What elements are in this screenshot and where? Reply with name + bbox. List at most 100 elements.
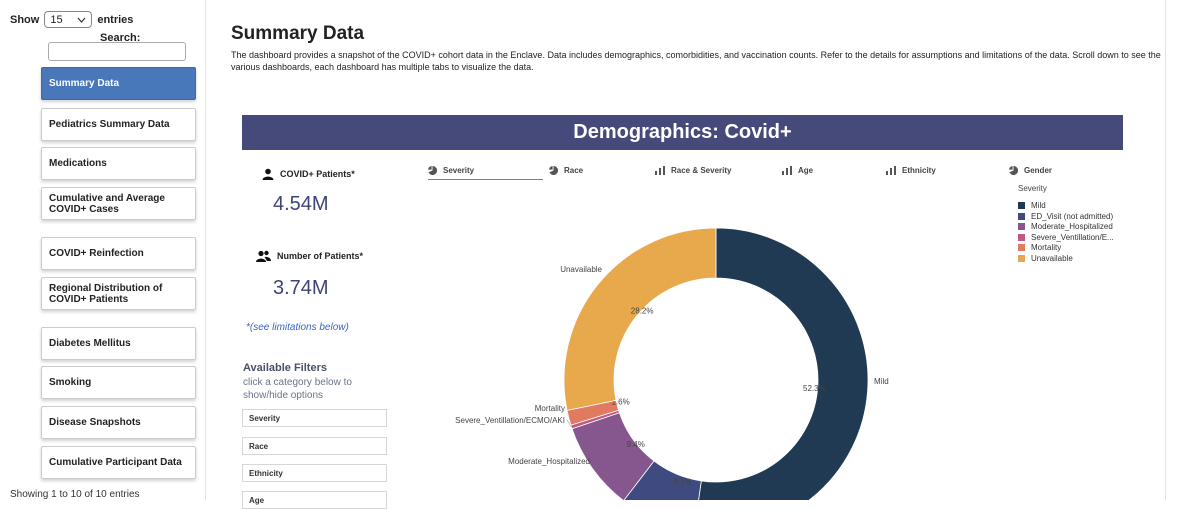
- legend-label: Moderate_Hospitalized: [1031, 222, 1113, 231]
- label-leader-line: [566, 419, 572, 428]
- filter-button[interactable]: Ethnicity: [242, 464, 387, 482]
- legend-item[interactable]: Mortality: [1018, 243, 1061, 252]
- sidebar-item-label: Cumulative and Average COVID+ Cases: [49, 192, 165, 215]
- slice-value-label: 28.2%: [631, 306, 654, 315]
- showing-entries-text: Showing 1 to 10 of 10 entries: [10, 489, 140, 500]
- pie-icon: [428, 165, 437, 175]
- severity-donut-chart: 52.3% Mild 8.1% 9.4% Moderate_Hospitalized Se…: [455, 227, 889, 500]
- sidebar-item[interactable]: Pediatrics Summary Data: [41, 108, 196, 141]
- sidebar-item-label: COVID+ Reinfection: [49, 248, 144, 259]
- bar-chart-icon: [655, 165, 665, 175]
- sidebar-item-label: Disease Snapshots: [49, 417, 141, 428]
- legend-item[interactable]: Unavailable: [1018, 254, 1073, 263]
- legend-label: Unavailable: [1031, 253, 1073, 263]
- legend-label: Mortality: [1031, 243, 1062, 252]
- pie-slice[interactable]: [563, 227, 717, 411]
- legend-item[interactable]: Moderate_Hospitalized: [1018, 222, 1113, 231]
- chart-tab[interactable]: Severity: [428, 161, 543, 180]
- sidebar-item[interactable]: Medications: [41, 147, 196, 180]
- show-label: Show: [10, 13, 40, 26]
- chevron-down-icon: [77, 17, 86, 23]
- chart-tab[interactable]: Race: [549, 161, 583, 179]
- available-filters-subtitle: click a category below to show/hide opti…: [243, 377, 352, 401]
- sidebar: Show 15 entries Search: Summary Data Pedi…: [0, 0, 206, 500]
- page-title: Summary Data: [231, 23, 365, 44]
- slice-category-label: Unavailable: [560, 265, 602, 274]
- legend-label: Mild: [1031, 201, 1046, 210]
- chart-tab[interactable]: Ethnicity: [886, 161, 936, 179]
- slice-category-label: Mild: [874, 377, 889, 386]
- bar-chart-icon: [886, 165, 896, 175]
- slice-value-label: 8.1%: [673, 477, 691, 486]
- covid-patients-value: 4.54M: [273, 193, 329, 215]
- pie-icon: [549, 165, 558, 175]
- entries-value: 15: [50, 13, 63, 26]
- legend-swatch: [1018, 202, 1025, 209]
- sidebar-item-label: Medications: [49, 158, 107, 169]
- dashboard-banner: Demographics: Covid+: [242, 115, 1123, 150]
- filter-button[interactable]: Race: [242, 437, 387, 455]
- limitations-link[interactable]: *(see limitations below): [246, 322, 349, 333]
- legend-item[interactable]: Mild: [1018, 201, 1046, 210]
- sidebar-item[interactable]: Summary Data: [41, 67, 196, 100]
- legend-swatch: [1018, 254, 1025, 262]
- sidebar-item[interactable]: Smoking: [41, 366, 196, 399]
- filter-button[interactable]: Severity: [242, 409, 387, 427]
- covid-patients-label: COVID+ Patients*: [262, 168, 355, 180]
- bar-chart-icon: [782, 165, 792, 175]
- sidebar-item-label: Regional Distribution of COVID+ Patients: [49, 282, 163, 305]
- filter-button[interactable]: Age: [242, 491, 387, 509]
- sidebar-item-label: Summary Data: [49, 78, 120, 89]
- legend-label: ED_Visit (not admitted): [1031, 211, 1114, 221]
- sidebar-item[interactable]: Regional Distribution of COVID+ Patients: [41, 277, 196, 310]
- available-filters-title: Available Filters: [243, 362, 327, 374]
- chart-tab[interactable]: Race & Severity: [655, 161, 731, 179]
- legend-swatch: [1018, 233, 1025, 241]
- sidebar-item-label: Cumulative Participant Data: [49, 457, 182, 468]
- person-icon: [262, 168, 274, 180]
- sidebar-item[interactable]: Disease Snapshots: [41, 406, 196, 439]
- chart-tab-label: Race & Severity: [671, 165, 732, 175]
- sidebar-item[interactable]: COVID+ Reinfection: [41, 237, 196, 270]
- legend-swatch: [1018, 244, 1025, 251]
- chart-tab-label: Ethnicity: [902, 165, 936, 175]
- search-input[interactable]: [48, 42, 186, 61]
- sidebar-item[interactable]: Diabetes Mellitus: [41, 327, 196, 360]
- number-of-patients-value: 3.74M: [273, 277, 329, 299]
- slice-category-label: Severe_Ventillation/ECMO/AKI: [455, 416, 565, 425]
- search-label: Search:: [100, 32, 141, 44]
- legend-title: Severity: [1018, 184, 1047, 193]
- legend-label: Severe_Ventillation/E...: [1031, 232, 1114, 242]
- pie-slice[interactable]: [694, 227, 869, 500]
- sidebar-item-label: Smoking: [49, 377, 92, 388]
- chart-tab[interactable]: Gender: [1009, 161, 1052, 179]
- sidebar-item[interactable]: Cumulative Participant Data: [41, 446, 196, 479]
- page-description: The dashboard provides a snapshot of the…: [231, 50, 1161, 72]
- number-of-patients-label: Number of Patients*: [256, 250, 363, 262]
- entries-select[interactable]: 15: [44, 11, 93, 28]
- entries-label: entries: [97, 13, 134, 26]
- slice-value-label: 9.4%: [627, 440, 645, 449]
- legend-swatch: [1018, 223, 1025, 230]
- legend-item[interactable]: Severe_Ventillation/E...: [1018, 233, 1114, 242]
- number-of-patients-label-text: Number of Patients*: [277, 251, 364, 261]
- slice-value-label: 1.6%: [611, 397, 629, 406]
- chart-tab[interactable]: Age: [782, 161, 813, 179]
- chart-tab-label: Severity: [443, 165, 475, 175]
- sidebar-item[interactable]: Cumulative and Average COVID+ Cases: [41, 187, 196, 220]
- legend-swatch: [1018, 212, 1025, 220]
- chart-tab-label: Gender: [1024, 165, 1053, 175]
- covid-patients-label-text: COVID+ Patients*: [280, 169, 355, 179]
- slice-category-label: Moderate_Hospitalized: [508, 457, 590, 466]
- sidebar-item-label: Pediatrics Summary Data: [49, 119, 170, 130]
- entries-control: Show 15 entries: [10, 11, 133, 28]
- sidebar-item-label: Diabetes Mellitus: [49, 338, 131, 349]
- slice-category-label: Mortality: [535, 404, 565, 413]
- pie-icon: [1009, 165, 1018, 175]
- content-border: [1165, 0, 1166, 500]
- slice-value-label: 52.3%: [803, 384, 826, 393]
- legend-item[interactable]: ED_Visit (not admitted): [1018, 212, 1113, 221]
- chart-tab-label: Race: [564, 165, 584, 175]
- chart-tab-label: Age: [798, 165, 814, 175]
- people-icon: [256, 250, 271, 262]
